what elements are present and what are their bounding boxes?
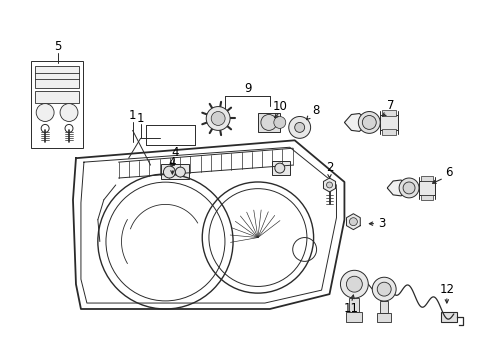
PathPatch shape — [344, 113, 364, 131]
Text: 2: 2 — [325, 161, 333, 174]
Circle shape — [371, 277, 395, 301]
Circle shape — [340, 270, 367, 298]
Bar — [376, 313, 390, 322]
Circle shape — [362, 116, 375, 129]
Circle shape — [261, 114, 276, 130]
Circle shape — [402, 182, 414, 194]
Circle shape — [163, 166, 175, 178]
Circle shape — [294, 122, 304, 132]
Text: 1: 1 — [129, 109, 136, 122]
Bar — [35, 91, 79, 103]
Circle shape — [273, 117, 285, 129]
Circle shape — [175, 167, 185, 177]
Bar — [346, 312, 362, 322]
Text: 9: 9 — [244, 82, 251, 95]
Text: 12: 12 — [438, 283, 453, 296]
Text: 8: 8 — [311, 104, 319, 117]
Circle shape — [326, 182, 332, 188]
Bar — [380, 301, 387, 313]
Circle shape — [376, 282, 390, 296]
Bar — [382, 129, 395, 135]
Text: 1: 1 — [137, 112, 144, 125]
Text: 11: 11 — [343, 302, 358, 315]
Bar — [418, 181, 434, 195]
Text: 4: 4 — [171, 146, 179, 159]
Bar — [31, 61, 83, 148]
Circle shape — [349, 218, 357, 226]
Circle shape — [398, 178, 418, 198]
Bar — [257, 113, 279, 132]
Bar — [35, 66, 79, 88]
Circle shape — [206, 107, 230, 130]
Circle shape — [346, 276, 362, 292]
Bar — [420, 176, 432, 181]
Circle shape — [36, 104, 54, 121]
Circle shape — [274, 163, 284, 173]
Circle shape — [60, 104, 78, 121]
Polygon shape — [323, 178, 335, 192]
Circle shape — [358, 112, 380, 133]
Bar — [161, 164, 189, 179]
Bar — [349, 298, 359, 312]
Text: 6: 6 — [444, 166, 452, 179]
Bar — [420, 195, 432, 200]
Bar — [382, 109, 395, 116]
Bar — [380, 114, 397, 130]
Text: 7: 7 — [386, 99, 394, 112]
Bar — [440, 312, 456, 322]
Text: 5: 5 — [54, 40, 61, 53]
PathPatch shape — [386, 180, 404, 196]
Circle shape — [288, 117, 310, 138]
Text: 10: 10 — [272, 100, 286, 113]
Polygon shape — [346, 214, 360, 230]
Text: 4: 4 — [168, 156, 176, 168]
Circle shape — [211, 112, 224, 125]
Bar — [271, 161, 289, 175]
Text: 3: 3 — [378, 217, 385, 230]
